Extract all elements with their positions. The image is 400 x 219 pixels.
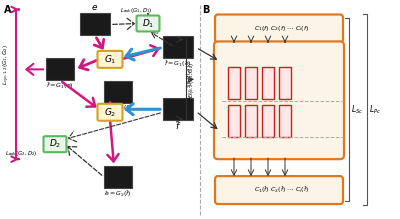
Bar — [262, 105, 274, 137]
FancyBboxPatch shape — [44, 136, 66, 152]
Text: $C_1(f)\ C_2(f)\ \cdots\ C_i(f)$: $C_1(f)\ C_2(f)\ \cdots\ C_i(f)$ — [254, 24, 309, 33]
Bar — [104, 166, 132, 188]
Text: $\hat{e}=G_2(\hat{f})$: $\hat{e}=G_2(\hat{f})$ — [104, 188, 132, 199]
Text: $e$: $e$ — [92, 2, 98, 12]
Text: $G_1$: $G_1$ — [104, 53, 116, 66]
Bar — [46, 58, 74, 80]
Bar — [163, 36, 193, 58]
Bar — [262, 67, 274, 99]
FancyBboxPatch shape — [98, 104, 122, 121]
Bar — [163, 98, 193, 120]
FancyBboxPatch shape — [214, 41, 344, 159]
Bar — [228, 105, 240, 137]
Bar — [245, 105, 257, 137]
Bar — [279, 67, 291, 99]
Text: $L_{cyc,2}(G_1,G_2)$: $L_{cyc,2}(G_1,G_2)$ — [186, 64, 196, 99]
Text: $L_{Sc}$: $L_{Sc}$ — [351, 103, 364, 115]
FancyBboxPatch shape — [215, 176, 343, 204]
Text: $L_{adv}(G_2,D_2)$: $L_{adv}(G_2,D_2)$ — [5, 149, 38, 158]
Text: $L_{cyc,1,2}(G_1,G_2)$: $L_{cyc,1,2}(G_1,G_2)$ — [2, 44, 12, 85]
Text: $\hat{f}=G_1(\hat{e})$: $\hat{f}=G_1(\hat{e})$ — [164, 58, 192, 69]
Text: $D_2$: $D_2$ — [49, 138, 61, 150]
Bar — [80, 14, 110, 35]
Text: $L_{cyc,2}(G_1,G_2)$: $L_{cyc,2}(G_1,G_2)$ — [188, 61, 198, 98]
Text: $G_2$: $G_2$ — [104, 106, 116, 118]
Bar — [228, 67, 240, 99]
Text: $L_{adv}(G_1,D_1)$: $L_{adv}(G_1,D_1)$ — [120, 5, 152, 14]
Text: $\hat{f}=G_1(e)$: $\hat{f}=G_1(e)$ — [46, 80, 74, 91]
Text: A: A — [4, 5, 12, 14]
Text: $C_1(\hat{f})\ C_2(\hat{f})\ \cdots\ C_i(\hat{f})$: $C_1(\hat{f})\ C_2(\hat{f})\ \cdots\ C_i… — [254, 185, 309, 196]
Bar — [245, 67, 257, 99]
FancyBboxPatch shape — [215, 14, 343, 42]
Bar — [104, 81, 132, 103]
Text: $\hat{e}=G_2(f)$: $\hat{e}=G_2(f)$ — [104, 103, 132, 113]
Text: B: B — [202, 5, 209, 14]
Text: $L_{Pc}$: $L_{Pc}$ — [369, 103, 381, 115]
FancyBboxPatch shape — [136, 16, 160, 32]
Text: $f$: $f$ — [175, 120, 181, 131]
Bar — [279, 105, 291, 137]
Text: $D_1$: $D_1$ — [142, 17, 154, 30]
FancyBboxPatch shape — [98, 51, 122, 68]
